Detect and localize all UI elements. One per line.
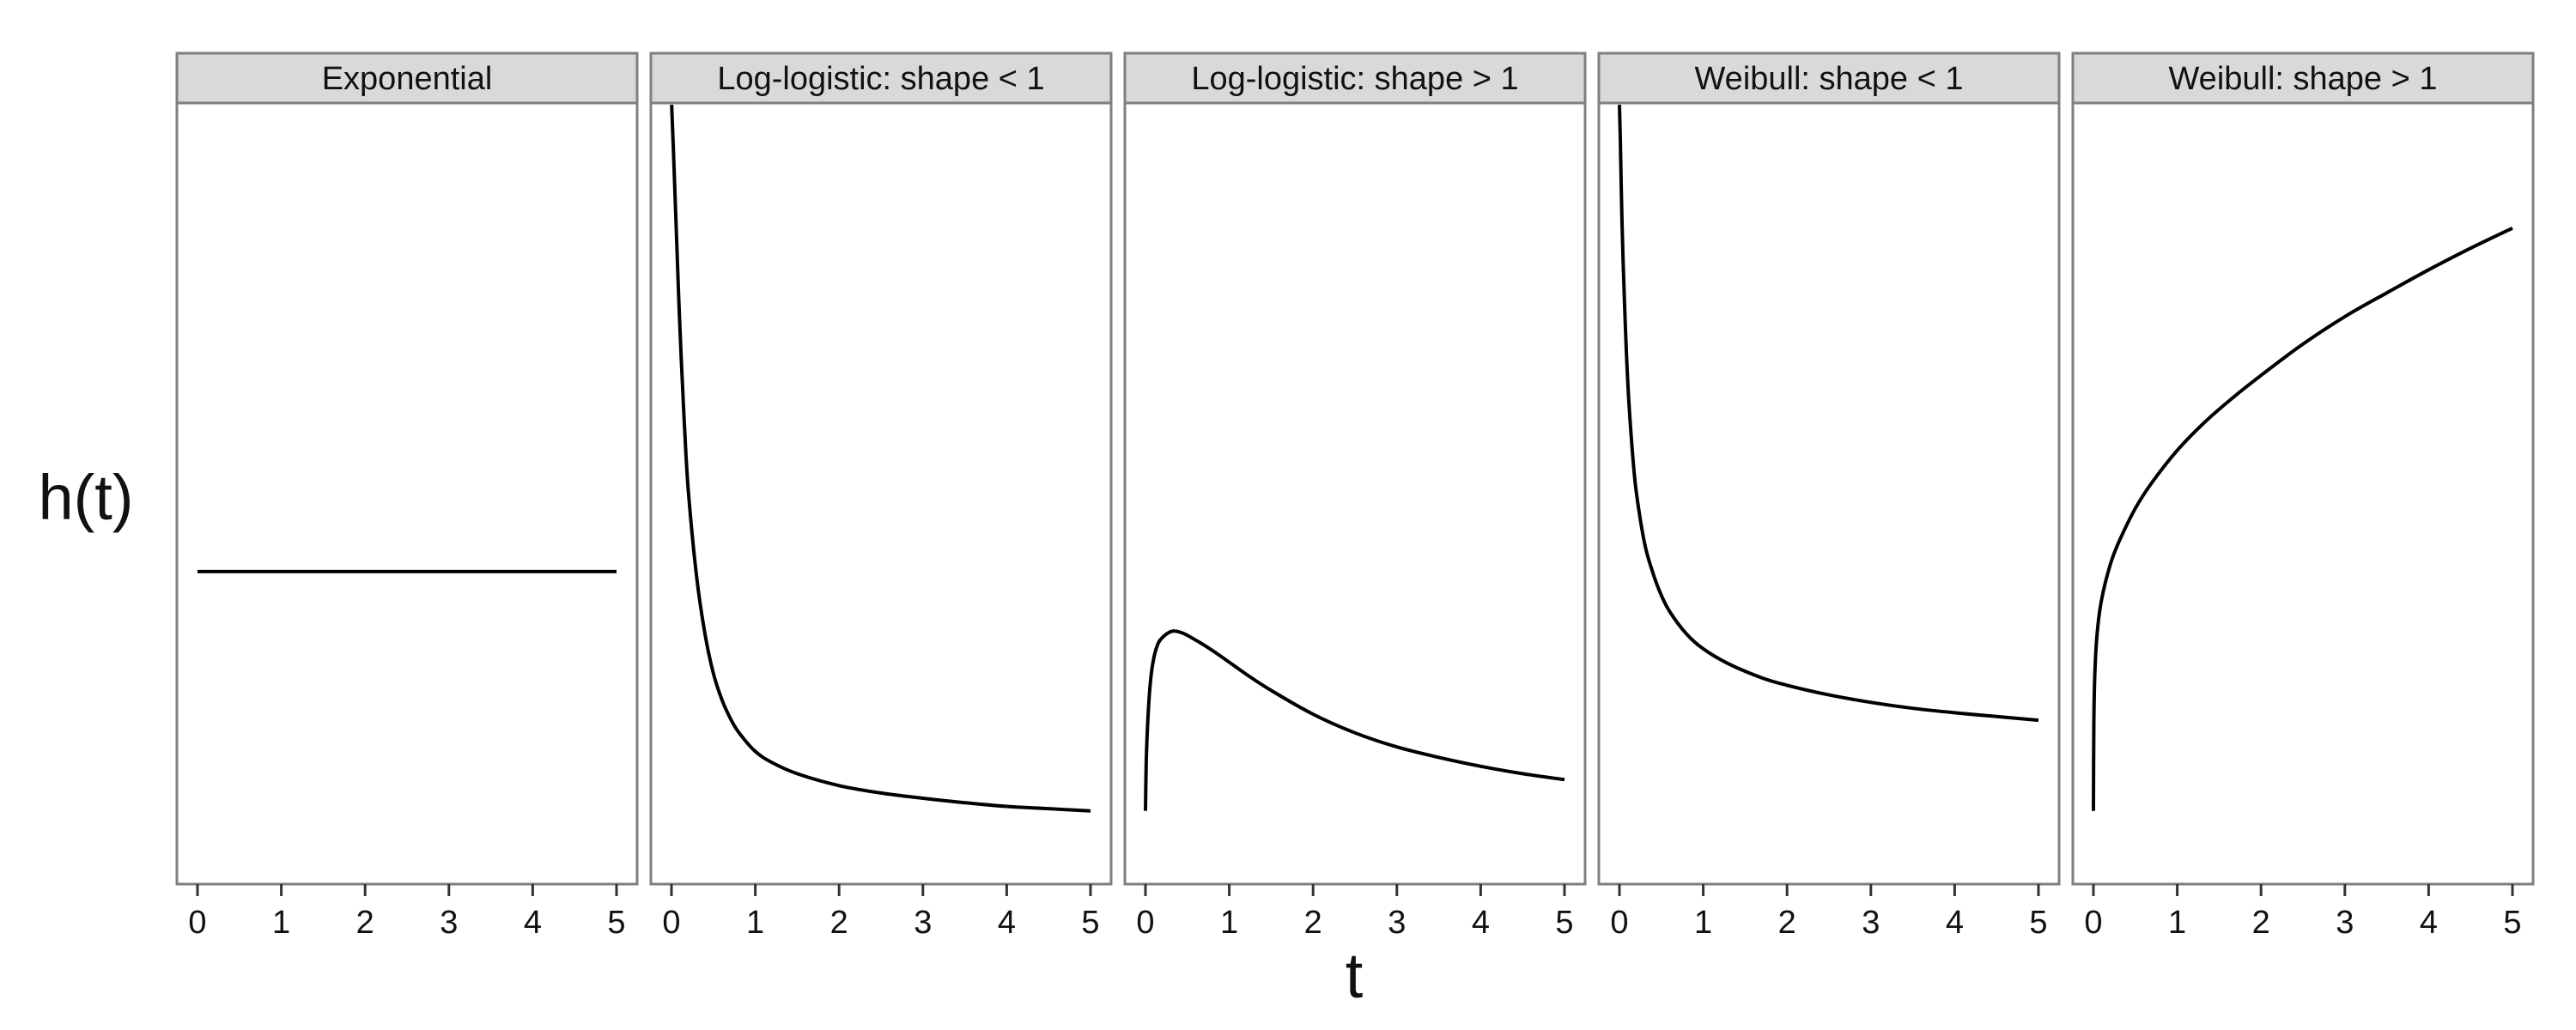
facet-panel: Weibull: shape > 1 0 1 2 3 4 5 [2071, 52, 2535, 941]
facet-title: Weibull: shape > 1 [2169, 61, 2438, 97]
x-tick-label: 3 [1388, 905, 1406, 941]
x-tick-label: 1 [1220, 905, 1238, 941]
x-tick-label: 2 [1304, 905, 1322, 941]
x-tick-label: 4 [1472, 905, 1490, 941]
x-tick-label: 2 [830, 905, 848, 941]
x-tick-label: 5 [2503, 905, 2521, 941]
x-tick-label: 2 [1778, 905, 1796, 941]
x-tick-label: 5 [607, 905, 625, 941]
plot-area [2071, 101, 2535, 886]
x-tick-label: 1 [746, 905, 764, 941]
facet-panel: Log-logistic: shape < 1 0 1 2 3 4 5 [649, 52, 1113, 941]
plot-area [1123, 101, 1587, 886]
facet-panel: Exponential 0 1 2 3 4 5 [175, 52, 639, 941]
x-tick-label: 4 [998, 905, 1016, 941]
x-tick-label: 4 [2420, 905, 2438, 941]
facet-title: Log-logistic: shape < 1 [717, 61, 1044, 97]
facet-title: Log-logistic: shape > 1 [1191, 61, 1518, 97]
x-axis-title: t [1346, 940, 1364, 1011]
y-axis-title: h(t) [39, 462, 134, 533]
x-tick-label: 5 [2029, 905, 2047, 941]
facet-strip [649, 52, 1113, 105]
facet-panel: Weibull: shape < 1 0 1 2 3 4 5 [1597, 52, 2061, 941]
x-tick-label: 5 [1081, 905, 1099, 941]
x-tick-label: 1 [2168, 905, 2186, 941]
hazard-curve [670, 105, 1091, 813]
x-tick-label: 0 [188, 905, 206, 941]
hazard-curve [1144, 629, 1565, 811]
x-tick-label: 0 [1136, 905, 1154, 941]
x-tick-label: 0 [2084, 905, 2102, 941]
hazard-curve [2092, 226, 2513, 811]
x-tick-label: 3 [2336, 905, 2354, 941]
x-tick-label: 1 [272, 905, 290, 941]
facet-strip [1597, 52, 2061, 105]
x-tick-label: 3 [440, 905, 458, 941]
plot-area [175, 101, 639, 886]
x-tick-label: 5 [1555, 905, 1573, 941]
x-tick-label: 3 [914, 905, 932, 941]
hazard-curve [1618, 105, 2039, 723]
x-tick-label: 4 [1946, 905, 1964, 941]
facet-title: Exponential [322, 61, 493, 97]
facet-strip [2071, 52, 2535, 105]
plot-area [1597, 101, 2061, 886]
plot-area [649, 101, 1113, 886]
x-tick-label: 0 [1610, 905, 1628, 941]
x-tick-label: 4 [524, 905, 542, 941]
facet-title: Weibull: shape < 1 [1695, 61, 1964, 97]
facet-strip [1123, 52, 1587, 105]
x-tick-label: 0 [662, 905, 680, 941]
facet-panel: Log-logistic: shape > 1 0 1 2 3 4 5 [1123, 52, 1587, 941]
x-tick-label: 1 [1694, 905, 1712, 941]
x-tick-label: 2 [356, 905, 374, 941]
facet-strip [175, 52, 639, 105]
x-tick-label: 2 [2252, 905, 2270, 941]
x-tick-label: 3 [1862, 905, 1880, 941]
